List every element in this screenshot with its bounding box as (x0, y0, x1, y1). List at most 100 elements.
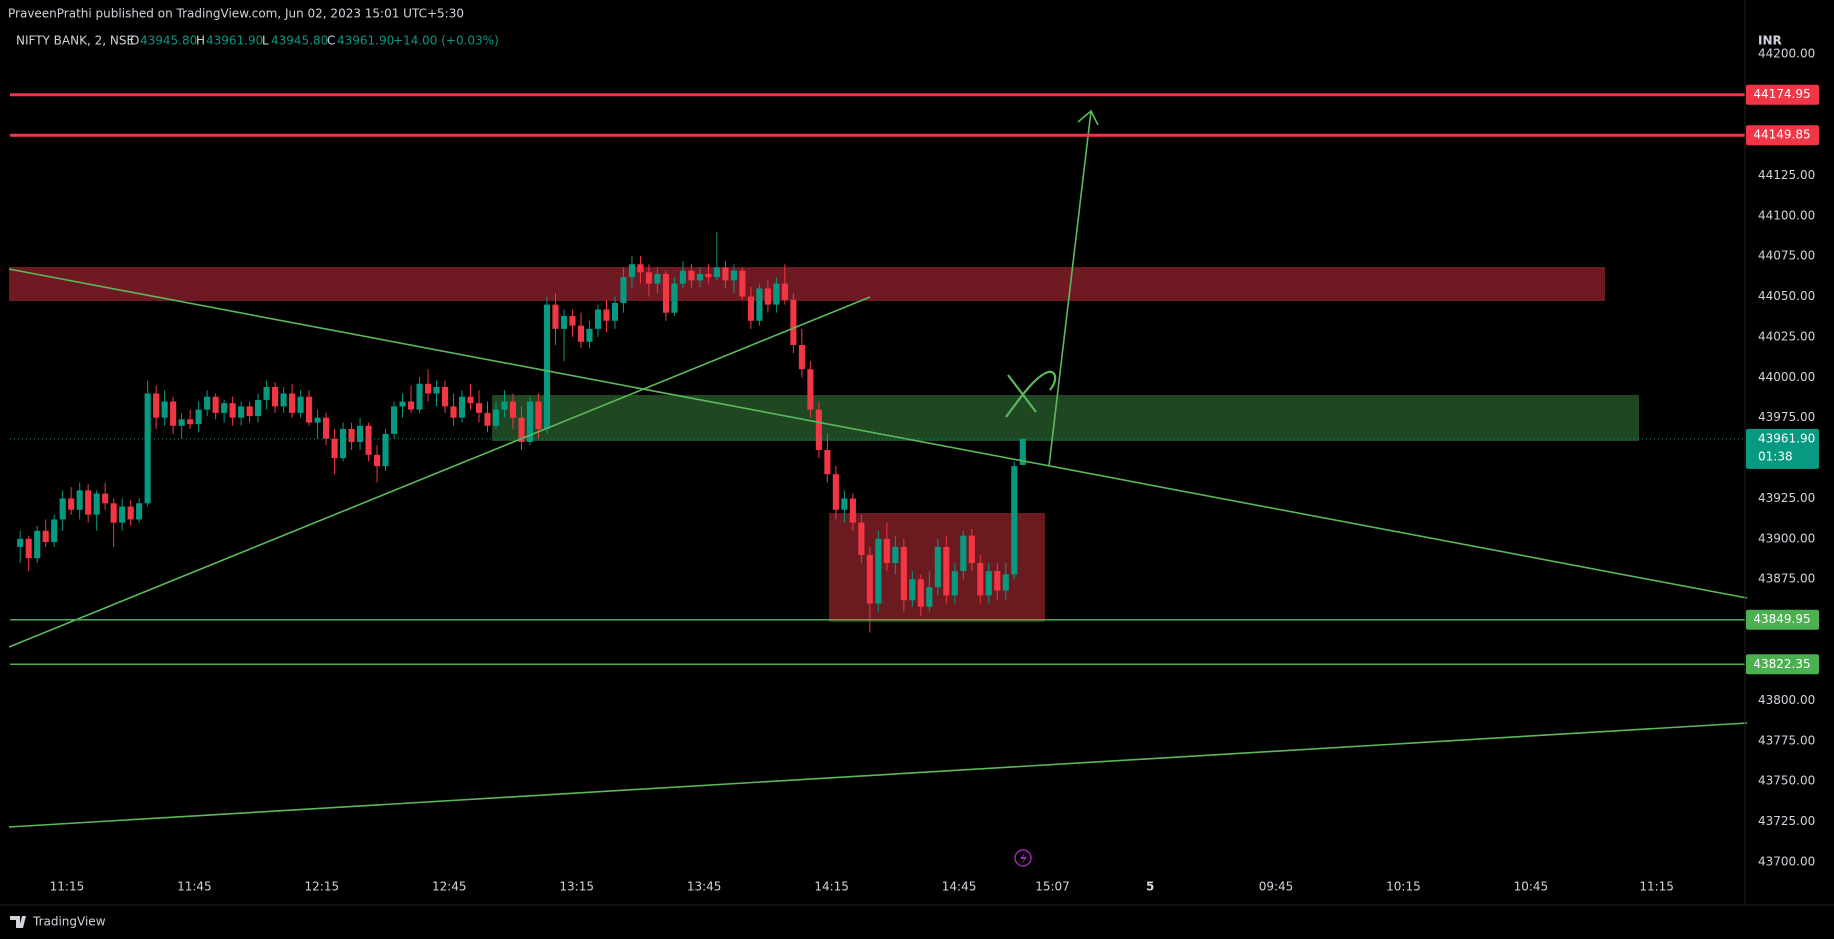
candle-body (263, 387, 270, 400)
candle-body (679, 270, 686, 284)
candle-body (518, 417, 525, 442)
candle-body (246, 406, 253, 417)
candle-body (357, 425, 364, 442)
candle-body (25, 538, 32, 559)
candle-body (790, 299, 797, 345)
c-label: C (327, 34, 335, 48)
candle-body (594, 309, 602, 329)
candle-body (212, 396, 219, 413)
candle-body (433, 387, 440, 394)
candle-body (153, 393, 160, 418)
candle-body (832, 474, 839, 510)
y-tick-label: 44200.00 (1758, 47, 1815, 61)
trend-lines (8, 109, 1748, 828)
y-tick-label: 44000.00 (1758, 370, 1815, 384)
candle-body (960, 535, 967, 572)
arrow (1048, 110, 1092, 467)
candle-body (994, 571, 1001, 591)
price-line-label: 43849.95 (1753, 612, 1810, 626)
y-tick-label: 43975.00 (1758, 410, 1815, 424)
candle-body (739, 270, 746, 297)
price-lines: 44174.95 44149.85 43849.95 43822.35 43961.90… (10, 84, 1819, 675)
candle-body (59, 498, 66, 520)
price-line-label-box (1746, 125, 1819, 146)
candle-body (170, 401, 177, 426)
price-line-label: 44149.85 (1753, 128, 1810, 142)
candle-body (314, 417, 321, 423)
candle-body (866, 555, 873, 604)
candle-body (968, 535, 975, 564)
candle-body (543, 304, 551, 429)
drawings (9, 267, 1639, 622)
y-tick-label: 43750.00 (1758, 774, 1815, 788)
candle-body (76, 490, 83, 510)
support-zone (492, 395, 1639, 441)
candle-body (458, 396, 466, 418)
candle-body (917, 579, 924, 607)
x-tick-label: 14:15 (814, 880, 849, 894)
candle-body (161, 401, 168, 418)
candle-body (195, 409, 202, 425)
symbol: NIFTY BANK, 2, NSE (16, 34, 134, 48)
candle-body (331, 438, 338, 459)
y-tick-label: 44025.00 (1758, 329, 1815, 343)
candle-body (467, 396, 474, 404)
candle-body (569, 315, 576, 326)
candle-body (628, 264, 636, 278)
x-tick-label: 5 (1146, 880, 1154, 894)
x-tick-label: 14:45 (942, 880, 977, 894)
candle-body (136, 503, 143, 520)
candle-body (144, 393, 151, 504)
candle-body (272, 387, 279, 407)
candle-body (654, 273, 661, 284)
candle-body (705, 273, 712, 278)
y-tick-label: 43900.00 (1758, 531, 1815, 545)
y-tick-label: 43800.00 (1758, 693, 1815, 707)
candle-body (934, 546, 941, 588)
candle-body (662, 273, 669, 313)
price-line-label-box (1746, 609, 1819, 630)
candle-body (492, 409, 500, 426)
resistance-zone (9, 267, 1605, 301)
candle-body (696, 273, 703, 281)
candle-body (603, 309, 610, 321)
candle-body (187, 419, 194, 425)
candle-body (238, 406, 245, 418)
candle-body (42, 530, 49, 543)
trend-line (8, 722, 1748, 828)
candle-body (807, 369, 814, 410)
footer-logo (10, 916, 26, 928)
y-tick-label: 43875.00 (1758, 572, 1815, 586)
candle-body (390, 406, 398, 434)
candle-body (306, 396, 313, 423)
last-price-box (1746, 428, 1819, 469)
candle-body (102, 493, 109, 504)
candle-body (475, 403, 483, 413)
candle-body (535, 401, 542, 429)
candle-body (204, 396, 211, 410)
candle-body (501, 401, 508, 410)
candle-body (365, 425, 372, 455)
candle-body (416, 383, 423, 410)
candle-body (841, 498, 848, 510)
x-tick-label: 09:45 (1259, 880, 1294, 894)
candle-body (280, 393, 287, 407)
o-label: O (130, 34, 139, 48)
candle-body (407, 401, 415, 410)
arrow-head (1077, 109, 1099, 126)
candle-body (289, 393, 296, 413)
candle-body (1019, 438, 1026, 465)
h-label: H (196, 34, 205, 48)
trend-line (8, 296, 871, 648)
y-tick-label: 43725.00 (1758, 814, 1815, 828)
currency: INR (1758, 34, 1782, 48)
candle-body (119, 506, 126, 523)
candle-body (373, 454, 381, 467)
candle-body (722, 267, 729, 281)
candle-body (17, 538, 24, 547)
candle-body (509, 401, 517, 418)
candle-body (348, 429, 355, 442)
candle-body (892, 546, 899, 564)
candle-body (68, 498, 75, 510)
